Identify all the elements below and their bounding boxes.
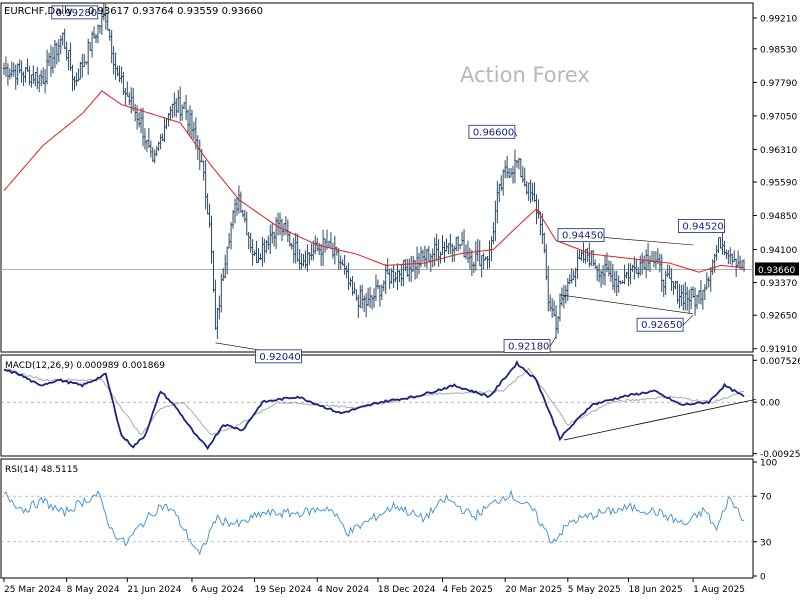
annotation-box xyxy=(51,5,99,20)
annotation-label: 0.94450 xyxy=(562,231,603,242)
price-tick-label: 0.92650 xyxy=(760,312,797,322)
price-annotation: 0.96600 xyxy=(468,124,518,139)
date-tick-label: 20 Mar 2025 xyxy=(505,585,562,595)
price-tick-label: 0.99210 xyxy=(760,15,797,25)
price-tick-label: 0.98530 xyxy=(760,45,797,55)
annotation-box xyxy=(255,349,302,364)
channel-line xyxy=(559,294,694,315)
date-tick-label: 4 Nov 2024 xyxy=(317,585,369,595)
macd-panel xyxy=(0,354,754,457)
rsi-line xyxy=(3,489,745,556)
price-annotation: 0.94450 xyxy=(557,228,605,243)
date-tick-label: 1 Aug 2025 xyxy=(693,585,745,595)
rsi-tick-label: 100 xyxy=(760,459,777,469)
price-annotation: 0.94520 xyxy=(678,219,725,233)
price-tick-label: 0.96310 xyxy=(760,146,797,156)
annotation-leader xyxy=(97,12,106,16)
annotation-box xyxy=(678,219,725,233)
rsi-tick-label: 70 xyxy=(760,493,772,503)
date-tick-label: 6 Aug 2024 xyxy=(192,585,244,595)
last-price-box xyxy=(755,262,799,276)
annotation-label: 0.92040 xyxy=(259,352,300,363)
price-tick-label: 0.95590 xyxy=(760,179,797,189)
macd-tick-label: -0.009252 xyxy=(760,450,800,460)
last-price-label: 0.93660 xyxy=(758,266,795,276)
price-tick-label: 0.94100 xyxy=(760,246,797,256)
price-annotation: 0.92040 xyxy=(215,342,302,364)
date-tick-label: 18 Dec 2024 xyxy=(378,585,436,595)
price-tick-label: 0.97050 xyxy=(760,112,797,122)
annotation-label: 0.94520 xyxy=(682,222,723,233)
price-tick-label: 0.97790 xyxy=(760,79,797,89)
price-tick-label: 0.91910 xyxy=(760,345,797,355)
price-tick-label: 0.93370 xyxy=(760,279,797,289)
rsi-tick-label: 30 xyxy=(760,538,772,548)
price-bar xyxy=(742,259,746,272)
macd-line xyxy=(3,360,745,451)
annotation-label: 0.92650 xyxy=(641,320,682,331)
date-tick-label: 19 Sep 2024 xyxy=(255,585,312,595)
annotation-box xyxy=(468,124,516,139)
ohlc-values: 0.93617 0.93764 0.93559 0.93660 xyxy=(88,6,263,17)
annotation-label: 0.99280 xyxy=(56,8,97,19)
moving-average-line xyxy=(3,90,745,273)
macd-tick-label: 0.007526 xyxy=(760,357,800,367)
rsi-tick-label: 0 xyxy=(760,573,766,583)
rsi-title: RSI(14) 48.5115 xyxy=(5,465,78,475)
annotation-leader xyxy=(549,336,557,347)
watermark: Action Forex xyxy=(460,63,590,87)
macd-trend-line xyxy=(563,398,756,441)
date-tick-label: 8 May 2024 xyxy=(67,585,120,595)
date-tick-label: 5 May 2025 xyxy=(568,585,621,595)
macd-tick-label: 0.00 xyxy=(760,399,780,409)
macd-title: MACD(12,26,9) 0.000989 0.001869 xyxy=(5,361,165,371)
price-tick-label: 0.94850 xyxy=(760,212,797,222)
rsi-panel xyxy=(0,458,754,579)
date-tick-label: 18 Jun 2025 xyxy=(628,585,682,595)
price-annotation: 0.92650 xyxy=(636,315,694,332)
annotation-label: 0.92180 xyxy=(508,342,549,353)
price-annotation: 0.92180 xyxy=(503,336,557,353)
symbol-label: EURCHF,Daily xyxy=(4,6,73,17)
price-annotation: 0.99280 xyxy=(51,5,106,20)
annotation-box xyxy=(503,339,551,353)
date-tick-label: 4 Feb 2025 xyxy=(443,585,493,595)
annotation-leader xyxy=(682,315,694,326)
annotation-box xyxy=(557,228,605,243)
annotation-box xyxy=(636,317,684,332)
last-price-tag: 0.93660 xyxy=(755,262,799,276)
date-tick-label: 21 Jun 2024 xyxy=(127,585,181,595)
annotation-label: 0.96600 xyxy=(473,127,514,138)
date-tick-label: 25 Mar 2024 xyxy=(4,585,61,595)
price-panel xyxy=(0,2,754,353)
